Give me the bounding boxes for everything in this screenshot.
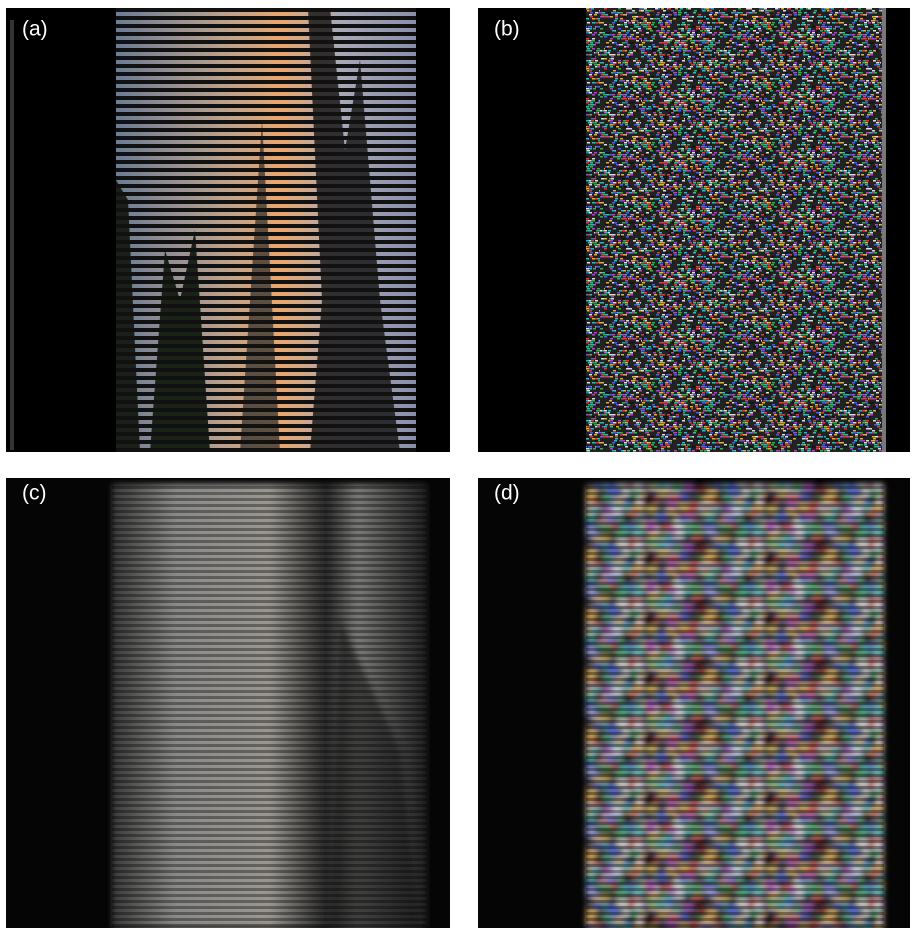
figure: (a) (b) (c) (d)	[0, 0, 912, 928]
panel-d: (d)	[478, 478, 910, 928]
panel-b: (b)	[478, 8, 910, 452]
panel-c: (c)	[6, 478, 450, 928]
panel-label: (a)	[22, 18, 48, 41]
panel-label: (c)	[22, 482, 47, 505]
panel-a: (a)	[6, 8, 450, 452]
panel-label: (b)	[494, 18, 520, 41]
page: (a) (b) (c) (d) (() => { const data = JS…	[0, 0, 912, 928]
panel-label: (d)	[494, 482, 520, 505]
